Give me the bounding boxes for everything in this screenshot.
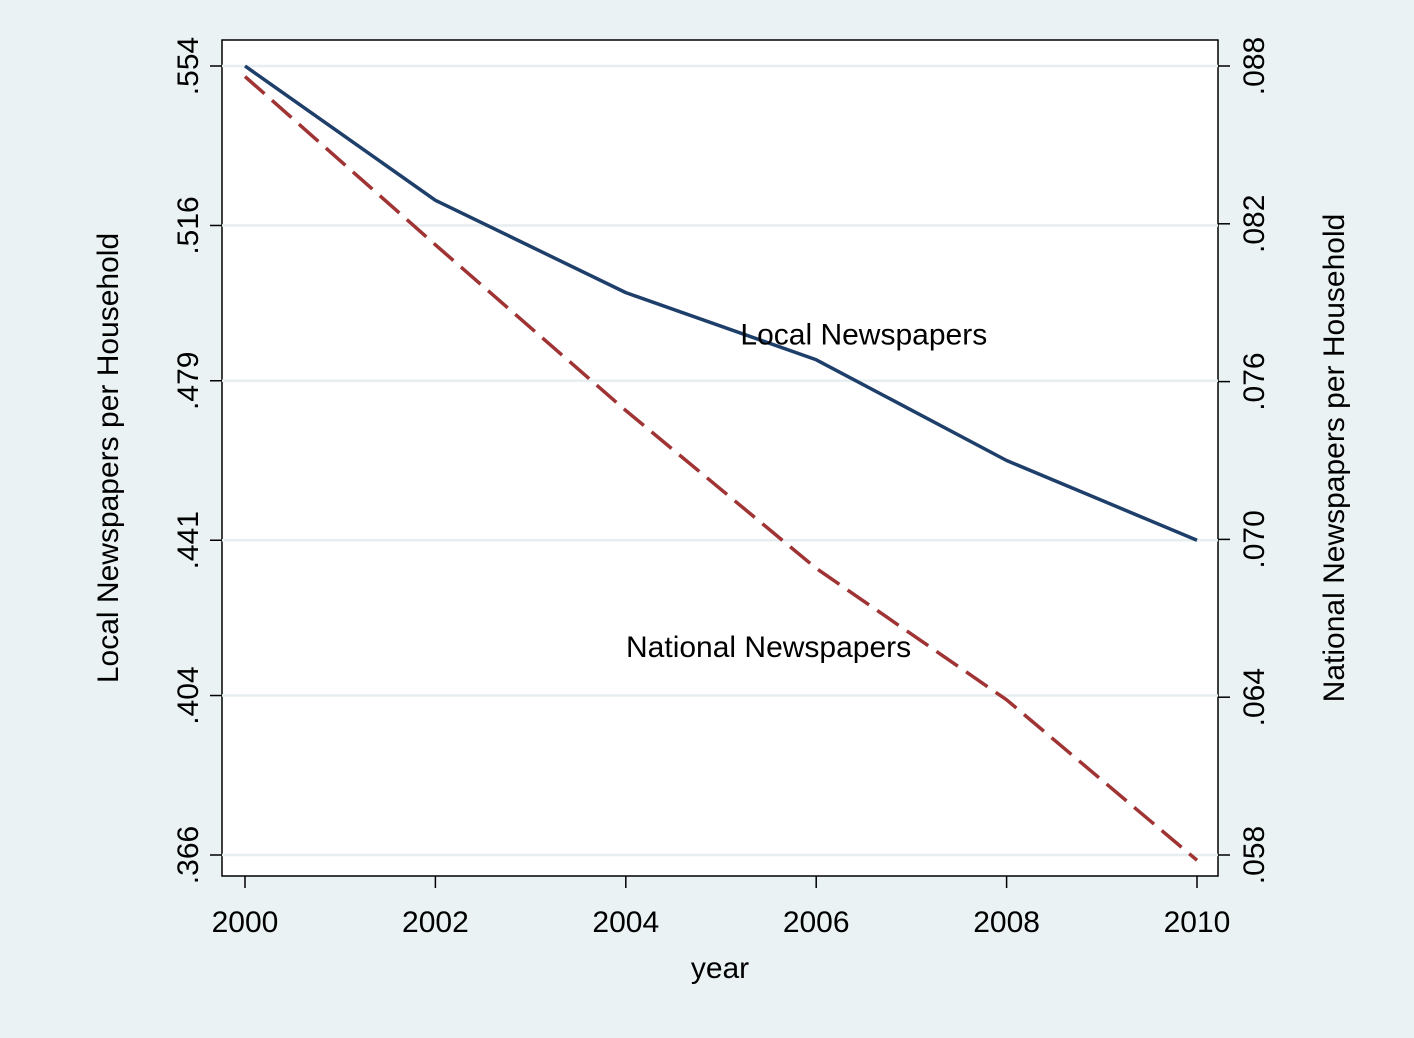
annotations: Local Newspapers National Newspapers [626, 319, 987, 665]
right-y-tick-label: .064 [1238, 668, 1271, 726]
left-y-axis-title: Local Newspapers per Household [92, 233, 125, 683]
x-tick-label: 2000 [212, 906, 279, 939]
annotation-label: National Newspapers [626, 631, 911, 664]
gridlines [222, 64, 1218, 857]
x-axis-title: year [691, 952, 749, 985]
x-tick-label: 2004 [592, 906, 659, 939]
national-newspapers-line [243, 75, 1199, 862]
left-y-tick-label: .516 [172, 196, 205, 254]
x-tick-label: 2006 [783, 906, 850, 939]
left-y-tick-label: .366 [172, 826, 205, 884]
left-y-tick-label: .554 [172, 37, 205, 95]
series-lines [243, 64, 1199, 862]
right-y-tick-label: .076 [1238, 352, 1271, 410]
axes: .554 .516 .479 .441 .404 .366 .088 .082 .076 .070… [172, 37, 1271, 939]
left-y-tick-label: .404 [172, 666, 205, 724]
x-tick-label: 2010 [1164, 906, 1231, 939]
left-y-tick-label: .479 [172, 352, 205, 410]
x-tick-label: 2002 [402, 906, 469, 939]
right-y-tick-label: .070 [1238, 510, 1271, 568]
annotation-label: Local Newspapers [740, 319, 987, 352]
left-y-tick-label: .441 [172, 511, 205, 569]
right-y-tick-label: .088 [1238, 37, 1271, 95]
local-newspapers-line [243, 64, 1198, 542]
right-y-tick-label: .058 [1238, 826, 1271, 884]
x-tick-label: 2008 [973, 906, 1040, 939]
plot-area [221, 39, 1219, 877]
right-y-tick-label: .082 [1238, 195, 1271, 253]
right-y-axis-title: National Newspapers per Household [1318, 214, 1351, 703]
